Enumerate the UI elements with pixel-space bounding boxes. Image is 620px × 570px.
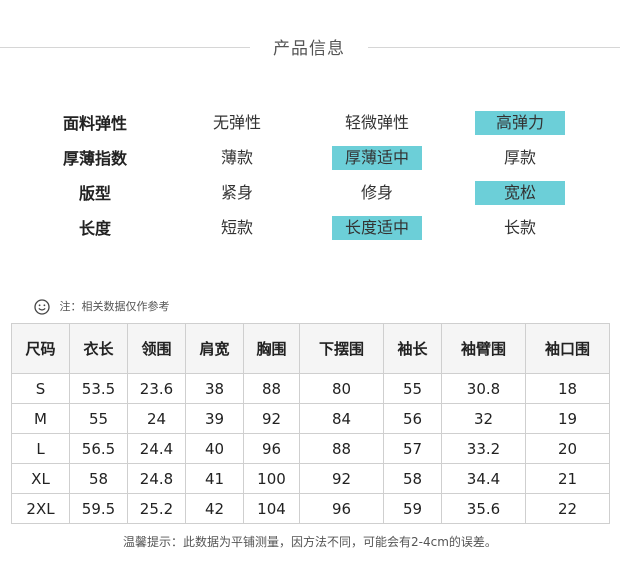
attr-option: 轻微弹性 — [344, 113, 409, 132]
table-cell: 56 — [383, 403, 442, 434]
footer-tip: 温馨提示：此数据为平铺测量，因方法不同，可能会有2-4cm的误差。 — [123, 535, 497, 549]
table-cell: 53.5 — [69, 373, 128, 404]
table-cell: 2XL — [11, 493, 70, 524]
table-cell: 39 — [185, 403, 244, 434]
table-cell: 84 — [299, 403, 384, 434]
table-cell: L — [11, 433, 70, 464]
table-row: XL 58 24.8 41 100 92 58 34.4 21 — [11, 463, 610, 494]
table-cell: 100 — [243, 463, 300, 494]
attr-row-fit: 版型 紧身 修身 宽松 — [0, 181, 620, 207]
attr-option: 无弹性 — [212, 113, 261, 132]
table-cell: S — [11, 373, 70, 404]
attr-option-selected: 高弹力 — [475, 111, 565, 135]
attr-option: 短款 — [220, 218, 253, 237]
attr-option: 紧身 — [220, 183, 253, 202]
table-row: S 53.5 23.6 38 88 80 55 30.8 18 — [11, 373, 610, 404]
table-cell: 55 — [69, 403, 128, 434]
table-cell: 57 — [383, 433, 442, 464]
column-header: 肩宽 — [185, 323, 244, 374]
column-header: 袖口围 — [525, 323, 610, 374]
column-header: 尺码 — [11, 323, 70, 374]
table-cell: 58 — [383, 463, 442, 494]
attr-row-length: 长度 短款 长度适中 长款 — [0, 216, 620, 242]
column-header: 胸围 — [243, 323, 300, 374]
attr-label: 面料弹性 — [62, 114, 127, 133]
attr-row-thickness: 厚薄指数 薄款 厚薄适中 厚款 — [0, 146, 620, 172]
table-cell: 30.8 — [441, 373, 526, 404]
table-cell: 21 — [525, 463, 610, 494]
table-cell: 88 — [299, 433, 384, 464]
table-row: M 55 24 39 92 84 56 32 19 — [11, 403, 610, 434]
table-cell: 19 — [525, 403, 610, 434]
table-cell: 88 — [243, 373, 300, 404]
table-cell: 59.5 — [69, 493, 128, 524]
attr-label: 版型 — [78, 184, 111, 203]
column-header: 袖长 — [383, 323, 442, 374]
attr-row-elasticity: 面料弹性 无弹性 轻微弹性 高弹力 — [0, 111, 620, 137]
column-header: 下摆围 — [299, 323, 384, 374]
title-divider-right — [368, 47, 620, 48]
title-divider-left — [0, 47, 250, 48]
attr-option-selected: 长度适中 — [332, 216, 422, 240]
size-table: 尺码 衣长 领围 肩宽 胸围 下摆围 袖长 袖臂围 袖口围 S 53.5 23.… — [11, 323, 610, 524]
column-header: 袖臂围 — [441, 323, 526, 374]
table-cell: 55 — [383, 373, 442, 404]
table-cell: 24 — [127, 403, 186, 434]
attr-option: 长款 — [503, 218, 536, 237]
attr-label: 长度 — [78, 219, 111, 238]
table-cell: 58 — [69, 463, 128, 494]
table-cell: 96 — [299, 493, 384, 524]
table-cell: 96 — [243, 433, 300, 464]
table-cell: 80 — [299, 373, 384, 404]
attr-option: 厚款 — [503, 148, 536, 167]
attr-option: 薄款 — [220, 148, 253, 167]
table-cell: 41 — [185, 463, 244, 494]
table-cell: 24.8 — [127, 463, 186, 494]
table-cell: 20 — [525, 433, 610, 464]
reference-note: 注：相关数据仅作参考 — [34, 298, 170, 316]
table-cell: 35.6 — [441, 493, 526, 524]
table-cell: 25.2 — [127, 493, 186, 524]
attr-label: 厚薄指数 — [62, 149, 127, 168]
attr-option: 修身 — [360, 183, 393, 202]
table-cell: 40 — [185, 433, 244, 464]
table-cell: 33.2 — [441, 433, 526, 464]
table-cell: 23.6 — [127, 373, 186, 404]
table-cell: 24.4 — [127, 433, 186, 464]
table-cell: 42 — [185, 493, 244, 524]
table-cell: 38 — [185, 373, 244, 404]
table-cell: 32 — [441, 403, 526, 434]
attr-option-selected: 厚薄适中 — [332, 146, 422, 170]
table-cell: 59 — [383, 493, 442, 524]
table-header-row: 尺码 衣长 领围 肩宽 胸围 下摆围 袖长 袖臂围 袖口围 — [11, 323, 610, 374]
attr-option-selected: 宽松 — [475, 181, 565, 205]
table-cell: 104 — [243, 493, 300, 524]
page-title: 产品信息 — [273, 39, 345, 59]
smiley-icon — [34, 299, 50, 315]
column-header: 衣长 — [69, 323, 128, 374]
table-cell: XL — [11, 463, 70, 494]
note-text: 注：相关数据仅作参考 — [59, 300, 170, 313]
table-cell: 34.4 — [441, 463, 526, 494]
table-row: L 56.5 24.4 40 96 88 57 33.2 20 — [11, 433, 610, 464]
table-cell: 92 — [243, 403, 300, 434]
table-cell: 22 — [525, 493, 610, 524]
table-cell: 92 — [299, 463, 384, 494]
table-cell: 18 — [525, 373, 610, 404]
section-title: 产品信息 — [0, 32, 620, 62]
table-row: 2XL 59.5 25.2 42 104 96 59 35.6 22 — [11, 493, 610, 524]
column-header: 领围 — [127, 323, 186, 374]
table-cell: M — [11, 403, 70, 434]
table-cell: 56.5 — [69, 433, 128, 464]
